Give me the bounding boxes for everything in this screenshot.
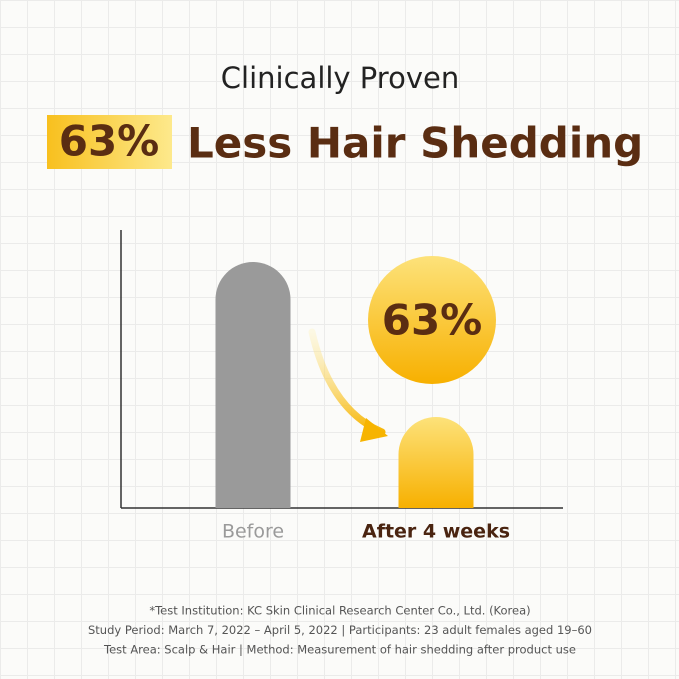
annotation-bubble — [368, 256, 496, 384]
footnote: Test Area: Scalp & Hair | Method: Measur… — [103, 643, 576, 657]
headline: Less Hair Shedding — [187, 119, 643, 168]
footnote: Study Period: March 7, 2022 – April 5, 2… — [88, 623, 592, 637]
highlight-box — [47, 115, 172, 169]
bar — [215, 261, 291, 508]
annotation: 63% — [382, 296, 483, 345]
x-tick-label: After 4 weeks — [362, 521, 510, 543]
footnote: *Test Institution: KC Skin Clinical Rese… — [149, 604, 530, 618]
headline-highlight: 63% — [59, 117, 160, 166]
x-tick-label: Before — [222, 521, 284, 543]
chart-title: Clinically Proven — [221, 61, 459, 95]
arrow — [308, 328, 386, 436]
arrow-head — [360, 418, 388, 442]
bar — [398, 416, 474, 508]
